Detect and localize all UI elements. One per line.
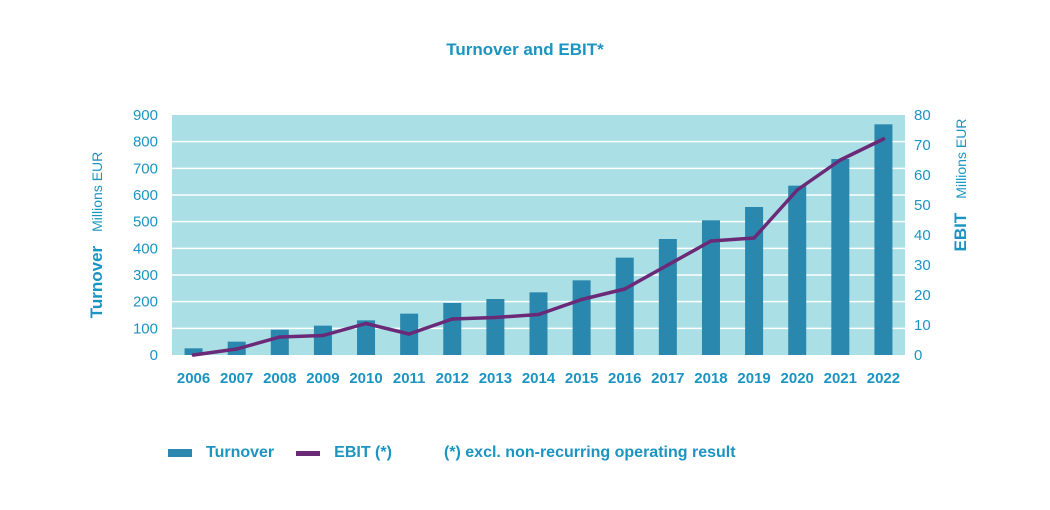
bar-turnover xyxy=(486,299,505,355)
point-ebit xyxy=(364,321,368,326)
legend: Turnover EBIT (*) (*) excl. non-recurrin… xyxy=(168,444,736,462)
bar-turnover xyxy=(658,239,677,355)
right-tick-label: 70 xyxy=(914,137,931,154)
x-tick-label: 2006 xyxy=(177,370,210,387)
left-tick-label: 300 xyxy=(133,267,158,284)
right-tick-label: 60 xyxy=(914,167,931,184)
bar-turnover xyxy=(572,280,591,355)
legend-label-ebit: EBIT (*) xyxy=(334,444,392,461)
point-ebit xyxy=(536,312,541,317)
right-tick-label: 50 xyxy=(914,197,931,214)
bar-turnover xyxy=(270,329,289,355)
point-ebit xyxy=(277,335,282,339)
point-ebit xyxy=(450,317,455,321)
left-tick-label: 800 xyxy=(133,134,158,151)
bar-turnover xyxy=(874,124,893,355)
x-tick-label: 2012 xyxy=(436,370,469,387)
point-ebit xyxy=(666,263,670,267)
footnote: (*) excl. non-recurring operating result xyxy=(443,444,736,461)
x-tick-label: 2022 xyxy=(867,370,900,387)
chart-title: Turnover and EBIT* xyxy=(446,40,604,59)
bar-turnover xyxy=(788,185,807,355)
bar-turnover xyxy=(184,348,203,355)
right-tick-label: 30 xyxy=(914,257,931,274)
point-ebit xyxy=(191,353,196,357)
x-tick-label: 2019 xyxy=(737,370,770,387)
x-tick-label: 2015 xyxy=(565,370,598,387)
x-tick-label: 2010 xyxy=(349,370,382,387)
point-ebit xyxy=(234,347,239,351)
point-ebit xyxy=(579,297,584,302)
x-tick-label: 2021 xyxy=(824,370,857,387)
left-axis-title: Turnover Millions EUR xyxy=(87,152,106,319)
left-tick-label: 200 xyxy=(133,294,158,311)
right-axis-unit: Millions EUR xyxy=(953,119,969,199)
right-axis-title: EBIT Millions EUR xyxy=(951,119,970,252)
bar-turnover xyxy=(529,292,548,355)
right-tick-label: 20 xyxy=(914,287,931,304)
point-ebit xyxy=(321,333,325,338)
legend-label-turnover: Turnover xyxy=(206,444,275,461)
x-tick-label: 2007 xyxy=(220,370,253,387)
point-ebit xyxy=(407,332,411,336)
right-tick-label: 80 xyxy=(914,107,931,124)
left-tick-label: 100 xyxy=(133,320,158,337)
left-tick-label: 400 xyxy=(133,240,158,257)
x-tick-label: 2009 xyxy=(306,370,339,387)
bar-turnover xyxy=(357,320,376,355)
bar-turnover xyxy=(313,325,332,355)
x-tick-label: 2013 xyxy=(479,370,512,387)
bar-turnover xyxy=(701,220,720,355)
right-tick-label: 0 xyxy=(914,347,922,364)
point-ebit xyxy=(881,137,886,141)
left-axis-unit: Millions EUR xyxy=(89,152,105,232)
x-tick-label: 2020 xyxy=(781,370,814,387)
x-tick-label: 2016 xyxy=(608,370,641,387)
point-ebit xyxy=(622,287,627,291)
point-ebit xyxy=(493,315,498,320)
right-tick-label: 10 xyxy=(914,317,931,334)
left-tick-label: 700 xyxy=(133,160,158,177)
left-axis-label: Turnover xyxy=(87,245,106,318)
x-tick-label: 2017 xyxy=(651,370,684,387)
left-tick-label: 0 xyxy=(150,347,158,364)
point-ebit xyxy=(838,158,843,162)
bar-turnover xyxy=(443,303,462,355)
legend-swatch-turnover xyxy=(168,449,192,457)
left-tick-label: 500 xyxy=(133,214,158,231)
legend-swatch-ebit xyxy=(296,450,321,456)
point-ebit xyxy=(709,239,713,243)
bar-turnover xyxy=(745,207,764,355)
left-tick-label: 900 xyxy=(133,107,158,124)
point-ebit xyxy=(795,188,800,192)
x-tick-label: 2014 xyxy=(522,370,556,387)
x-tick-label: 2008 xyxy=(263,370,296,387)
bar-turnover xyxy=(831,159,850,355)
right-axis-label: EBIT xyxy=(951,212,970,251)
left-tick-label: 600 xyxy=(133,187,158,204)
bar-turnover xyxy=(615,257,634,355)
right-tick-label: 40 xyxy=(914,227,931,244)
x-tick-label: 2011 xyxy=(393,370,426,387)
x-tick-label: 2018 xyxy=(694,370,727,387)
point-ebit xyxy=(752,236,756,240)
